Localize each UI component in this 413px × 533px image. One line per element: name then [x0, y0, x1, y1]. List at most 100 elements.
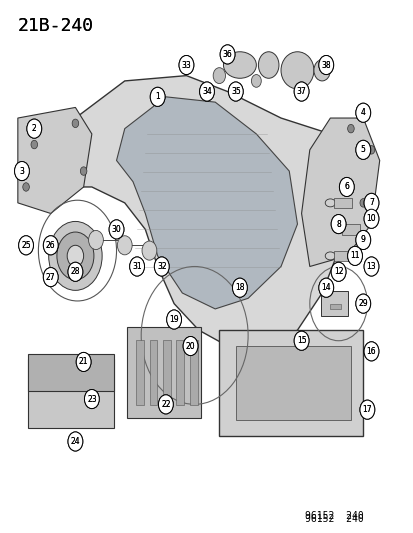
- Circle shape: [220, 45, 235, 64]
- Ellipse shape: [280, 52, 313, 89]
- Text: 21: 21: [79, 358, 88, 367]
- Text: 19: 19: [169, 315, 178, 324]
- Circle shape: [363, 193, 378, 213]
- Text: 34: 34: [202, 87, 211, 96]
- Circle shape: [154, 257, 169, 276]
- Circle shape: [166, 310, 181, 329]
- Circle shape: [363, 257, 378, 276]
- Text: 36: 36: [222, 50, 232, 59]
- Circle shape: [339, 177, 354, 197]
- Circle shape: [355, 103, 370, 122]
- Text: 96152  240: 96152 240: [304, 511, 362, 521]
- Circle shape: [228, 82, 242, 101]
- Text: 18: 18: [235, 283, 244, 292]
- Text: 14: 14: [320, 283, 330, 292]
- Text: 12: 12: [333, 268, 342, 276]
- Text: 15: 15: [296, 336, 306, 345]
- Circle shape: [220, 45, 235, 64]
- Text: 6: 6: [344, 182, 349, 191]
- Text: 17: 17: [362, 405, 371, 414]
- Text: 26: 26: [46, 241, 55, 250]
- Text: 34: 34: [202, 87, 211, 96]
- Circle shape: [150, 87, 165, 107]
- Circle shape: [339, 177, 354, 197]
- Text: 10: 10: [366, 214, 375, 223]
- Circle shape: [330, 262, 345, 281]
- Text: 3: 3: [19, 166, 24, 175]
- FancyBboxPatch shape: [163, 340, 171, 406]
- Circle shape: [142, 241, 157, 260]
- Text: 38: 38: [320, 61, 330, 69]
- FancyBboxPatch shape: [333, 198, 351, 208]
- Text: 32: 32: [157, 262, 166, 271]
- Circle shape: [76, 352, 91, 372]
- PathPatch shape: [51, 76, 350, 346]
- Text: 33: 33: [181, 61, 191, 69]
- FancyBboxPatch shape: [28, 354, 114, 391]
- Text: 12: 12: [333, 268, 342, 276]
- Text: 32: 32: [157, 262, 166, 271]
- Text: 30: 30: [112, 225, 121, 234]
- Circle shape: [23, 183, 29, 191]
- Text: 20: 20: [185, 342, 195, 351]
- Circle shape: [43, 236, 58, 255]
- Text: 9: 9: [360, 236, 365, 245]
- Text: 3: 3: [19, 166, 24, 175]
- Circle shape: [43, 236, 58, 255]
- Circle shape: [183, 336, 197, 356]
- Circle shape: [67, 245, 83, 266]
- Circle shape: [359, 199, 366, 207]
- Circle shape: [347, 246, 361, 265]
- Circle shape: [129, 257, 144, 276]
- Text: 7: 7: [368, 198, 373, 207]
- Text: 9: 9: [360, 236, 365, 245]
- Circle shape: [14, 161, 29, 181]
- Ellipse shape: [325, 252, 335, 260]
- Ellipse shape: [223, 52, 256, 78]
- Circle shape: [363, 342, 378, 361]
- Text: 2: 2: [32, 124, 37, 133]
- Circle shape: [154, 257, 169, 276]
- Circle shape: [330, 215, 345, 233]
- Text: 4: 4: [360, 108, 365, 117]
- Text: 30: 30: [112, 225, 121, 234]
- Text: 17: 17: [362, 405, 371, 414]
- Circle shape: [68, 262, 83, 281]
- Text: 2: 2: [32, 124, 37, 133]
- Circle shape: [76, 352, 91, 372]
- Circle shape: [213, 68, 225, 84]
- Circle shape: [84, 390, 99, 409]
- Text: 11: 11: [349, 252, 359, 261]
- Ellipse shape: [332, 225, 343, 233]
- Circle shape: [19, 236, 33, 255]
- Circle shape: [347, 124, 354, 133]
- Circle shape: [294, 331, 308, 350]
- Circle shape: [318, 55, 333, 75]
- FancyBboxPatch shape: [149, 340, 157, 406]
- Text: 31: 31: [132, 262, 142, 271]
- Text: 21B-240: 21B-240: [18, 17, 94, 35]
- Circle shape: [359, 400, 374, 419]
- Text: 18: 18: [235, 283, 244, 292]
- Text: 27: 27: [46, 272, 55, 281]
- Circle shape: [43, 268, 58, 287]
- Text: 29: 29: [358, 299, 367, 308]
- Text: 22: 22: [161, 400, 170, 409]
- Circle shape: [347, 246, 361, 265]
- Circle shape: [72, 119, 78, 127]
- Circle shape: [183, 336, 197, 356]
- Circle shape: [80, 167, 87, 175]
- Text: 8: 8: [335, 220, 340, 229]
- Text: 5: 5: [360, 146, 365, 155]
- Text: 20: 20: [185, 342, 195, 351]
- Text: 21B-240: 21B-240: [18, 17, 94, 35]
- Circle shape: [109, 220, 123, 239]
- Text: 27: 27: [46, 272, 55, 281]
- FancyBboxPatch shape: [176, 340, 184, 406]
- Text: 13: 13: [366, 262, 375, 271]
- Ellipse shape: [313, 60, 330, 81]
- Text: 29: 29: [358, 299, 367, 308]
- Circle shape: [294, 331, 308, 350]
- Text: 22: 22: [161, 400, 170, 409]
- FancyBboxPatch shape: [333, 251, 351, 261]
